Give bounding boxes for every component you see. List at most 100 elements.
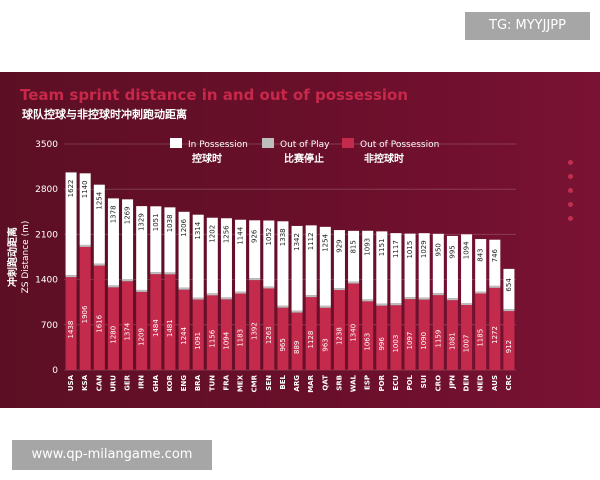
bar-out-of-play-CMR (249, 278, 261, 281)
bar-out-of-play-ECU (390, 303, 402, 306)
x-tick-CRC: CRC (505, 375, 513, 391)
value-out-QAT: 963 (321, 338, 329, 351)
value-in-JPN: 995 (448, 245, 456, 258)
x-tick-CRO: CRO (434, 375, 442, 392)
bar-in-possession-ENG (178, 211, 190, 288)
bar-in-possession-SEN (263, 220, 275, 287)
bar-in-possession-CRO (432, 233, 444, 294)
x-tick-SRB: SRB (335, 375, 343, 391)
bar-in-possession-BRA (192, 214, 204, 298)
x-tick-POR: POR (378, 374, 386, 391)
value-out-BEL: 965 (279, 338, 287, 351)
bar-out-of-play-CAN (93, 263, 105, 266)
value-out-SRB: 1238 (335, 327, 343, 345)
x-tick-GHA: GHA (152, 374, 160, 392)
value-in-CRC: 654 (505, 278, 513, 292)
watermark-bottom: www.qp-milangame.com (12, 440, 212, 470)
chart-subtitle: 球队控球与非控球时冲刺跑动距离 (22, 108, 187, 121)
x-tick-BEL: BEL (279, 374, 287, 389)
y-tick-0: 0 (52, 366, 58, 376)
legend-swatch-2 (342, 138, 354, 148)
bar-in-possession-ESP (362, 230, 374, 300)
chart-title: Team sprint distance in and out of posse… (20, 86, 409, 104)
bar-out-of-possession-WAL (348, 283, 360, 370)
bar-out-of-play-BRA (192, 297, 204, 300)
bar-out-of-possession-FRA (220, 299, 232, 370)
value-out-ECU: 1003 (392, 335, 400, 353)
legend-swatch-1 (262, 138, 274, 148)
bar-out-of-possession-CRC (503, 311, 515, 370)
value-in-TUN: 1202 (208, 225, 216, 243)
bar-in-possession-NED (475, 239, 487, 292)
bar-out-of-possession-GER (122, 281, 134, 370)
bar-in-possession-KOR (164, 207, 176, 273)
x-tick-ECU: ECU (392, 375, 400, 391)
value-out-MAR: 1128 (307, 331, 315, 349)
bar-out-of-play-ENG (178, 287, 190, 290)
bar-out-of-possession-DEN (461, 304, 473, 370)
bar-out-of-possession-JPN (446, 300, 458, 370)
value-out-GHA: 1484 (152, 319, 160, 337)
bar-out-of-play-SRB (333, 288, 345, 291)
value-out-DEN: 1007 (463, 335, 471, 353)
x-tick-SUI: SUI (420, 375, 428, 388)
x-tick-KOR: KOR (166, 374, 174, 391)
bar-out-of-play-WAL (348, 281, 360, 284)
x-tick-BRA: BRA (194, 374, 202, 391)
value-in-MEX: 1144 (237, 226, 245, 244)
bar-out-of-possession-ARG (291, 312, 303, 370)
bar-out-of-possession-AUS (489, 287, 501, 370)
x-tick-ARG: ARG (293, 375, 301, 392)
bar-out-of-play-DEN (461, 302, 473, 305)
bar-out-of-possession-NED (475, 293, 487, 370)
bar-out-of-play-BEL (277, 305, 289, 308)
y-axis-label-en: ZS Distance (m) (21, 221, 31, 294)
value-in-MAR: 1112 (307, 232, 315, 250)
x-tick-POL: POL (406, 374, 414, 390)
legend-label-zh-2: 非控球时 (364, 152, 404, 165)
legend-label-zh-0: 控球时 (192, 152, 222, 165)
bar-in-possession-BEL (277, 221, 289, 306)
bar-in-possession-GER (122, 199, 134, 280)
value-in-CRO: 950 (434, 243, 442, 256)
y-tick-2100: 2100 (35, 230, 58, 240)
x-tick-URU: URU (109, 375, 117, 392)
value-out-URU: 1280 (109, 326, 117, 344)
x-tick-AUS: AUS (491, 375, 499, 391)
bar-out-of-possession-IRN (136, 291, 148, 370)
bar-out-of-possession-SEN (263, 288, 275, 370)
value-out-USA: 1438 (67, 321, 75, 339)
value-out-AUS: 1272 (491, 326, 499, 344)
bar-out-of-play-GHA (150, 272, 162, 275)
value-out-POR: 996 (378, 337, 386, 351)
value-in-AUS: 746 (491, 248, 499, 262)
value-out-CRO: 1159 (434, 330, 442, 348)
value-out-SEN: 1263 (265, 326, 273, 344)
bar-in-possession-CRC (503, 268, 515, 310)
bar-out-of-possession-POL (404, 299, 416, 370)
value-in-USA: 1622 (67, 179, 75, 197)
value-in-POR: 1151 (378, 238, 386, 256)
x-tick-ESP: ESP (364, 375, 372, 390)
value-in-POL: 1015 (406, 241, 414, 259)
bar-in-possession-TUN (206, 217, 218, 294)
value-out-ESP: 1063 (364, 333, 372, 351)
y-axis-label-zh: 冲刺跑动距离 (6, 227, 19, 287)
bar-out-of-possession-SUI (418, 299, 430, 370)
bar-in-possession-POR (376, 231, 388, 304)
bar-in-possession-CMR (249, 220, 261, 279)
y-tick-3500: 3500 (35, 140, 58, 150)
value-in-KSA: 1140 (81, 180, 89, 198)
bar-out-of-play-TUN (206, 293, 218, 296)
bar-out-of-play-MEX (235, 291, 247, 294)
bar-out-of-possession-URU (107, 287, 119, 370)
value-in-IRN: 1329 (138, 213, 146, 231)
bar-out-of-play-IRN (136, 289, 148, 292)
bar-out-of-possession-ENG (178, 289, 190, 370)
value-in-CMR: 926 (251, 229, 259, 243)
bar-out-of-possession-BEL (277, 307, 289, 370)
x-tick-FRA: FRA (222, 374, 230, 390)
y-tick-700: 700 (41, 321, 58, 331)
bar-in-possession-GHA (150, 206, 162, 273)
value-out-MEX: 1183 (237, 329, 245, 347)
